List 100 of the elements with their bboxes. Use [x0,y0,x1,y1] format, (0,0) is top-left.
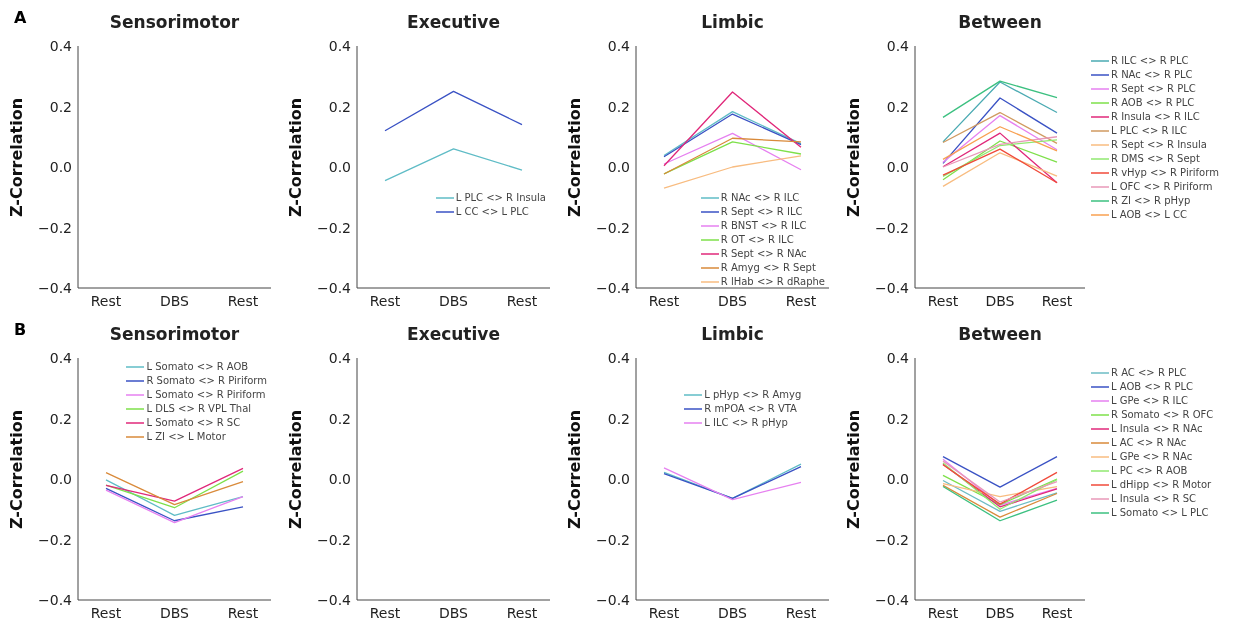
y-tick-label: −0.2 [596,219,630,236]
legend-label: L Somato <> L PLC [1111,506,1209,520]
y-tick-label: 0.2 [49,98,72,115]
x-tick-label: DBS [438,292,469,309]
y-tick-label: −0.2 [875,531,909,548]
y-axis-title: Z-Correlation [564,409,584,529]
legend-label: L dHipp <> R Motor [1111,478,1212,492]
chart-title: Between [957,12,1043,32]
y-tick-label: 0.0 [328,159,351,175]
y-axis-title: Z-Correlation [285,409,305,529]
x-tick-label: Rest [1041,292,1073,309]
x-tick-label: DBS [717,604,748,621]
chart-title: Limbic [700,12,765,32]
chart-title: Sensorimotor [108,324,241,344]
y-tick-label: 0.4 [328,38,352,54]
y-tick-label: 0.4 [886,38,910,54]
x-tick-label: Rest [648,292,680,309]
legend-label: L AOB <> L CC [1111,208,1187,222]
legend-label: L GPe <> R ILC [1111,394,1189,408]
legend-label: L AC <> R NAc [1111,436,1187,450]
legend-label: R lHab <> R dRaphe [720,275,825,290]
x-tick-label: Rest [227,604,259,621]
y-tick-label: 0.4 [607,38,631,54]
y-tick-label: 0.0 [607,159,630,175]
y-axis-title: Z-Correlation [6,409,26,529]
x-tick-label: DBS [985,292,1015,309]
y-tick-label: −0.4 [38,280,73,296]
legend-label: R Sept <> R Insula [1111,138,1207,152]
legend-label: R mPOA <> R VTA [704,402,797,416]
legend-label: L AOB <> R PLC [1111,380,1193,394]
y-tick-label: −0.4 [875,592,910,608]
x-tick-label: Rest [90,292,122,309]
x-tick-label: Rest [927,604,959,621]
chart-title: Limbic [700,324,765,344]
y-axis-title: Z-Correlation [843,409,863,529]
y-tick-label: 0.2 [328,410,351,427]
x-tick-label: Rest [785,604,817,621]
x-tick-label: Rest [506,604,538,621]
y-tick-label: −0.2 [317,531,351,548]
y-axis-title: Z-Correlation [564,97,584,217]
legend-label: L Somato <> R AOB [146,360,249,374]
legend-label: R Somato <> R Piriform [146,374,267,388]
legend-label: L ILC <> R pHyp [704,416,788,430]
y-tick-label: 0.2 [886,410,909,427]
x-tick-label: Rest [90,604,122,621]
legend-label: R Sept <> R NAc [720,247,807,262]
y-tick-label: 0.4 [886,350,910,366]
legend-label: L DLS <> R VPL Thal [146,402,252,416]
legend-label: R AOB <> R PLC [1111,96,1195,110]
y-tick-label: −0.2 [317,219,351,236]
y-tick-label: −0.4 [38,592,73,608]
y-tick-label: 0.0 [49,471,72,487]
y-tick-label: 0.2 [607,410,630,427]
y-tick-label: 0.4 [49,350,73,366]
y-tick-label: −0.2 [38,531,72,548]
legend-label: L Somato <> R Piriform [146,388,266,402]
y-axis-title: Z-Correlation [285,97,305,217]
chart-title: Executive [406,12,501,32]
y-tick-label: 0.2 [49,410,72,427]
x-tick-label: Rest [927,292,959,309]
x-tick-label: DBS [159,292,190,309]
text: B [14,320,27,339]
y-axis-title: Z-Correlation [6,97,26,217]
y-tick-label: −0.4 [317,592,352,608]
x-tick-label: Rest [227,292,259,309]
x-tick-label: DBS [438,604,469,621]
legend-label: L Insula <> R SC [1111,492,1197,506]
legend-label: R Sept <> R ILC [720,205,803,220]
y-tick-label: 0.0 [49,159,72,175]
chart-title: Between [957,324,1043,344]
y-tick-label: 0.2 [886,98,909,115]
legend-label: R ZI <> R pHyp [1111,194,1191,208]
legend-label: R NAc <> R ILC [720,191,800,206]
legend-label: L PLC <> R ILC [1111,124,1188,138]
legend-label: R BNST <> R ILC [720,219,807,234]
legend-label: R vHyp <> R Piriform [1111,166,1219,180]
legend-label: L ZI <> L Motor [146,430,226,444]
legend-label: R NAc <> R PLC [1111,68,1193,82]
legend-label: L PC <> R AOB [1111,464,1188,478]
x-tick-label: Rest [369,604,401,621]
legend-label: L pHyp <> R Amyg [704,388,802,402]
x-tick-label: DBS [717,292,748,309]
y-tick-label: −0.4 [875,280,910,296]
legend-label: L GPe <> R NAc [1111,450,1193,464]
legend-label: L PLC <> R Insula [455,191,546,206]
legend-label: R ILC <> R PLC [1111,54,1189,68]
y-tick-label: 0.2 [607,98,630,115]
x-tick-label: Rest [369,292,401,309]
y-tick-label: −0.4 [596,280,631,296]
y-tick-label: 0.0 [328,471,351,487]
x-tick-label: Rest [506,292,538,309]
legend-label: R OT <> R ILC [720,233,794,248]
text: A [14,8,27,27]
chart-title: Sensorimotor [108,12,241,32]
y-axis-title: Z-Correlation [843,97,863,217]
legend-label: R DMS <> R Sept [1111,152,1200,166]
legend-label: L CC <> L PLC [455,205,529,220]
chart-title: Executive [406,324,501,344]
y-tick-label: 0.0 [886,159,909,175]
y-tick-label: 0.4 [49,38,73,54]
